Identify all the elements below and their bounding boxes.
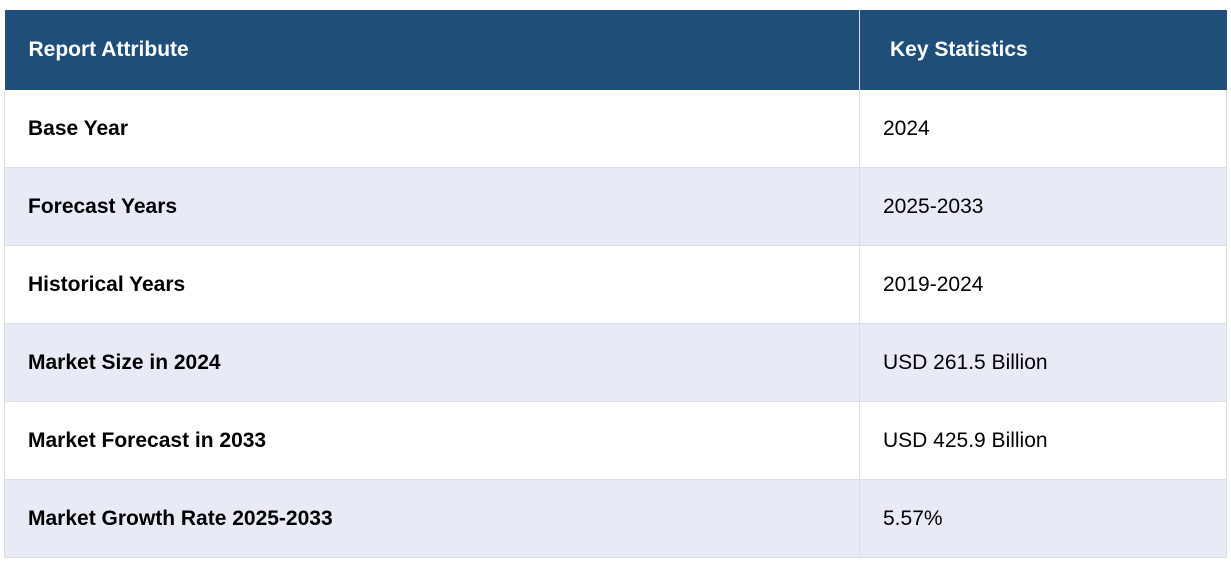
table-row: Historical Years 2019-2024 bbox=[4, 245, 1227, 324]
attribute-cell: Base Year bbox=[4, 90, 860, 168]
table-row: Market Growth Rate 2025-2033 5.57% bbox=[4, 479, 1227, 558]
attribute-cell: Market Size in 2024 bbox=[4, 323, 860, 402]
value-label: 2024 bbox=[883, 116, 930, 140]
table-row: Market Forecast in 2033 USD 425.9 Billio… bbox=[4, 401, 1227, 480]
header-label: Key Statistics bbox=[890, 38, 1028, 61]
table-row: Market Size in 2024 USD 261.5 Billion bbox=[4, 323, 1227, 402]
table-header: Report Attribute Key Statistics bbox=[4, 10, 1227, 90]
value-label: USD 261.5 Billion bbox=[883, 350, 1048, 374]
attribute-cell: Market Growth Rate 2025-2033 bbox=[4, 479, 860, 558]
attribute-cell: Forecast Years bbox=[4, 167, 860, 246]
attribute-cell: Historical Years bbox=[4, 245, 860, 324]
attribute-cell: Market Forecast in 2033 bbox=[4, 401, 860, 480]
value-label: USD 425.9 Billion bbox=[883, 428, 1048, 452]
attribute-label: Historical Years bbox=[28, 272, 186, 296]
value-cell: 2025-2033 bbox=[859, 167, 1227, 246]
value-label: 2025-2033 bbox=[883, 194, 984, 218]
report-table-container: Report Attribute Key Statistics Base Yea… bbox=[4, 10, 1227, 558]
value-cell: USD 425.9 Billion bbox=[859, 401, 1227, 480]
table-row: Base Year 2024 bbox=[4, 90, 1227, 168]
header-key-statistics: Key Statistics bbox=[859, 10, 1227, 90]
table-body: Base Year 2024 Forecast Years 2025-2033 … bbox=[4, 90, 1227, 558]
attribute-label: Market Growth Rate 2025-2033 bbox=[28, 506, 333, 530]
value-cell: 2019-2024 bbox=[859, 245, 1227, 324]
table-row: Forecast Years 2025-2033 bbox=[4, 167, 1227, 246]
attribute-label: Base Year bbox=[28, 116, 129, 140]
header-report-attribute: Report Attribute bbox=[4, 10, 860, 90]
value-cell: USD 261.5 Billion bbox=[859, 323, 1227, 402]
value-cell: 5.57% bbox=[859, 479, 1227, 558]
attribute-label: Market Size in 2024 bbox=[28, 350, 221, 374]
header-label: Report Attribute bbox=[28, 38, 189, 61]
value-label: 5.57% bbox=[883, 506, 943, 530]
header-row: Report Attribute Key Statistics bbox=[4, 10, 1227, 90]
value-label: 2019-2024 bbox=[883, 272, 984, 296]
attribute-label: Forecast Years bbox=[28, 194, 178, 218]
report-table: Report Attribute Key Statistics Base Yea… bbox=[4, 10, 1227, 558]
attribute-label: Market Forecast in 2033 bbox=[28, 428, 267, 452]
value-cell: 2024 bbox=[859, 90, 1227, 168]
